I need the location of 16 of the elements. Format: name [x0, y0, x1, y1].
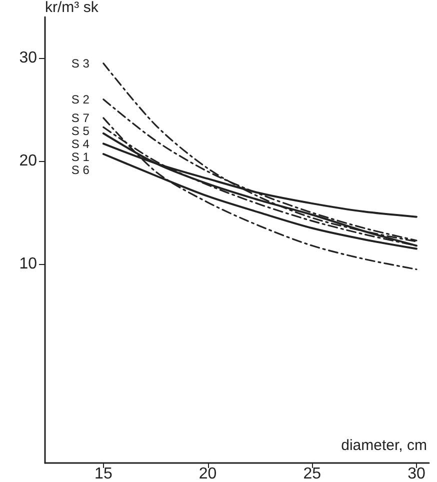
x-tick-label: 25: [303, 466, 322, 482]
x-axis-title: diameter, cm: [341, 437, 427, 454]
series-label: S 7: [71, 110, 90, 125]
series-label: S 5: [71, 124, 90, 138]
y-tick-label: 30: [19, 50, 38, 67]
y-tick-label: 10: [19, 256, 38, 273]
y-axis-title: kr/m³ sk: [45, 0, 99, 16]
y-tick-label: 20: [19, 152, 38, 170]
series-label: S 1: [71, 150, 90, 164]
series-label: S 2: [71, 92, 90, 106]
x-tick-label: 20: [198, 466, 217, 482]
x-tick-label: 15: [94, 466, 112, 482]
series-label: S 6: [71, 162, 90, 177]
series-label: S 4: [71, 136, 90, 151]
series-label: S 3: [71, 56, 90, 70]
x-tick-label: 30: [408, 466, 426, 482]
